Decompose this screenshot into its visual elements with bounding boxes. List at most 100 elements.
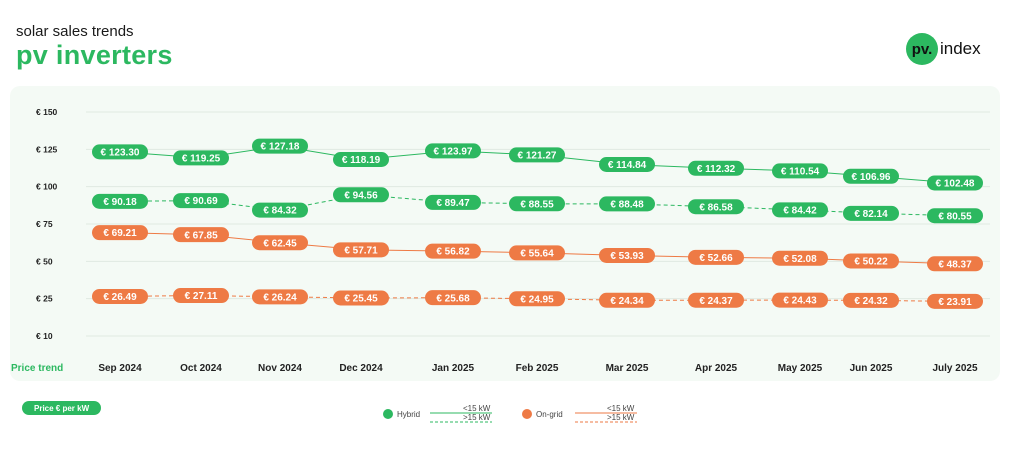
data-label: € 55.64 [520,249,554,260]
data-label: € 118.19 [342,155,381,166]
data-label-pill [509,147,565,163]
legend-hybrid-dot [383,409,393,419]
data-label: € 53.93 [610,251,644,262]
data-label: € 110.54 [781,167,820,178]
data-label-pill [772,250,828,266]
y-tick-label: € 25 [36,294,53,304]
unit-label: Price € per kW [22,401,102,415]
data-label: € 112.32 [697,164,736,175]
data-point: € 24.37 [688,292,744,308]
data-point: € 88.55 [509,196,565,212]
data-point: € 48.37 [927,256,983,272]
data-label: € 90.69 [184,196,218,207]
x-tick-label: Dec 2024 [339,363,383,374]
data-label-pill [599,292,655,308]
legend-hybrid-label: Hybrid [397,410,420,419]
data-label: € 27.11 [185,291,218,302]
data-point: € 23.91 [927,293,983,309]
data-label-pill [425,143,481,159]
data-label: € 102.48 [936,179,975,190]
x-tick-label: Sep 2024 [98,363,142,374]
data-label-pill [772,292,828,308]
y-tick-label: € 100 [36,182,58,192]
data-label: € 24.37 [699,296,733,307]
data-label-pill [425,290,481,306]
data-point: € 90.69 [173,193,229,209]
data-label: € 121.27 [518,151,557,162]
data-label-pill [252,138,308,154]
data-label: € 80.55 [938,211,972,222]
data-label: € 127.18 [261,142,300,153]
data-point: € 90.18 [92,193,148,209]
data-label-pill [843,205,899,221]
data-label: € 90.18 [103,197,137,208]
data-point: € 56.82 [425,243,481,259]
data-label-pill [333,290,389,306]
data-point: € 57.71 [333,242,389,258]
data-label-pill [599,196,655,212]
data-label: € 57.71 [344,245,378,256]
data-label-pill [599,247,655,263]
data-label-pill [252,202,308,218]
data-point: € 118.19 [333,152,389,168]
data-label-pill [772,202,828,218]
data-point: € 25.45 [333,290,389,306]
x-tick-label: Feb 2025 [516,363,559,374]
x-tick-label: Mar 2025 [606,363,649,374]
data-label: € 89.47 [436,198,470,209]
y-axis-ticks: € 150 € 125 € 100 € 75 € 50 € 25 € 10 [36,107,58,341]
data-label-pill [173,288,229,304]
data-labels: € 123.30 € 119.25 € 127.18 € 118.19 € 123.97… [92,138,983,309]
data-point: € 88.48 [599,196,655,212]
legend-ongrid-solid-label: <15 kW [607,404,635,413]
data-label-pill [927,293,983,309]
data-point: € 110.54 [772,163,828,179]
data-point: € 67.85 [173,227,229,243]
data-label-pill [927,208,983,224]
data-point: € 123.97 [425,143,481,159]
data-label: € 62.45 [263,238,297,249]
data-label: € 24.32 [854,296,888,307]
data-label: € 88.55 [520,199,554,210]
brand-logo: pv. index [906,32,981,66]
data-point: € 55.64 [509,245,565,261]
data-label-pill [173,193,229,209]
data-label: € 86.58 [699,202,733,213]
data-label-pill [252,235,308,251]
y-tick-label: € 150 [36,107,58,117]
data-label-pill [843,253,899,269]
data-label-pill [333,152,389,168]
data-label: € 24.95 [520,294,554,305]
chart-title: pv inverters [16,40,173,70]
data-label: € 56.82 [436,247,470,258]
data-label-pill [92,225,148,241]
y-tick-label: € 75 [36,219,53,229]
data-point: € 84.32 [252,202,308,218]
data-label: € 48.37 [938,259,972,270]
data-label: € 94.56 [344,190,378,201]
data-point: € 119.25 [173,150,229,166]
data-point: € 94.56 [333,187,389,203]
data-point: € 24.95 [509,291,565,307]
data-point: € 27.11 [173,288,229,304]
data-label: € 84.42 [783,206,817,217]
data-point: € 69.21 [92,225,148,241]
data-label: € 106.96 [852,172,891,183]
data-point: € 123.30 [92,144,148,160]
y-tick-label: € 10 [36,331,53,341]
data-label-pill [688,292,744,308]
data-point: € 127.18 [252,138,308,154]
data-label-pill [927,256,983,272]
data-point: € 102.48 [927,175,983,191]
x-tick-label: Jun 2025 [850,363,893,374]
data-point: € 121.27 [509,147,565,163]
legend-ongrid-dashed-label: >15 kW [607,413,635,422]
logo-badge: pv. [906,33,938,65]
data-label-pill [252,289,308,305]
data-label: € 25.68 [436,293,470,304]
data-label-pill [333,242,389,258]
x-tick-label: July 2025 [932,363,977,374]
data-label: € 114.84 [608,160,647,171]
y-tick-label: € 125 [36,144,58,154]
